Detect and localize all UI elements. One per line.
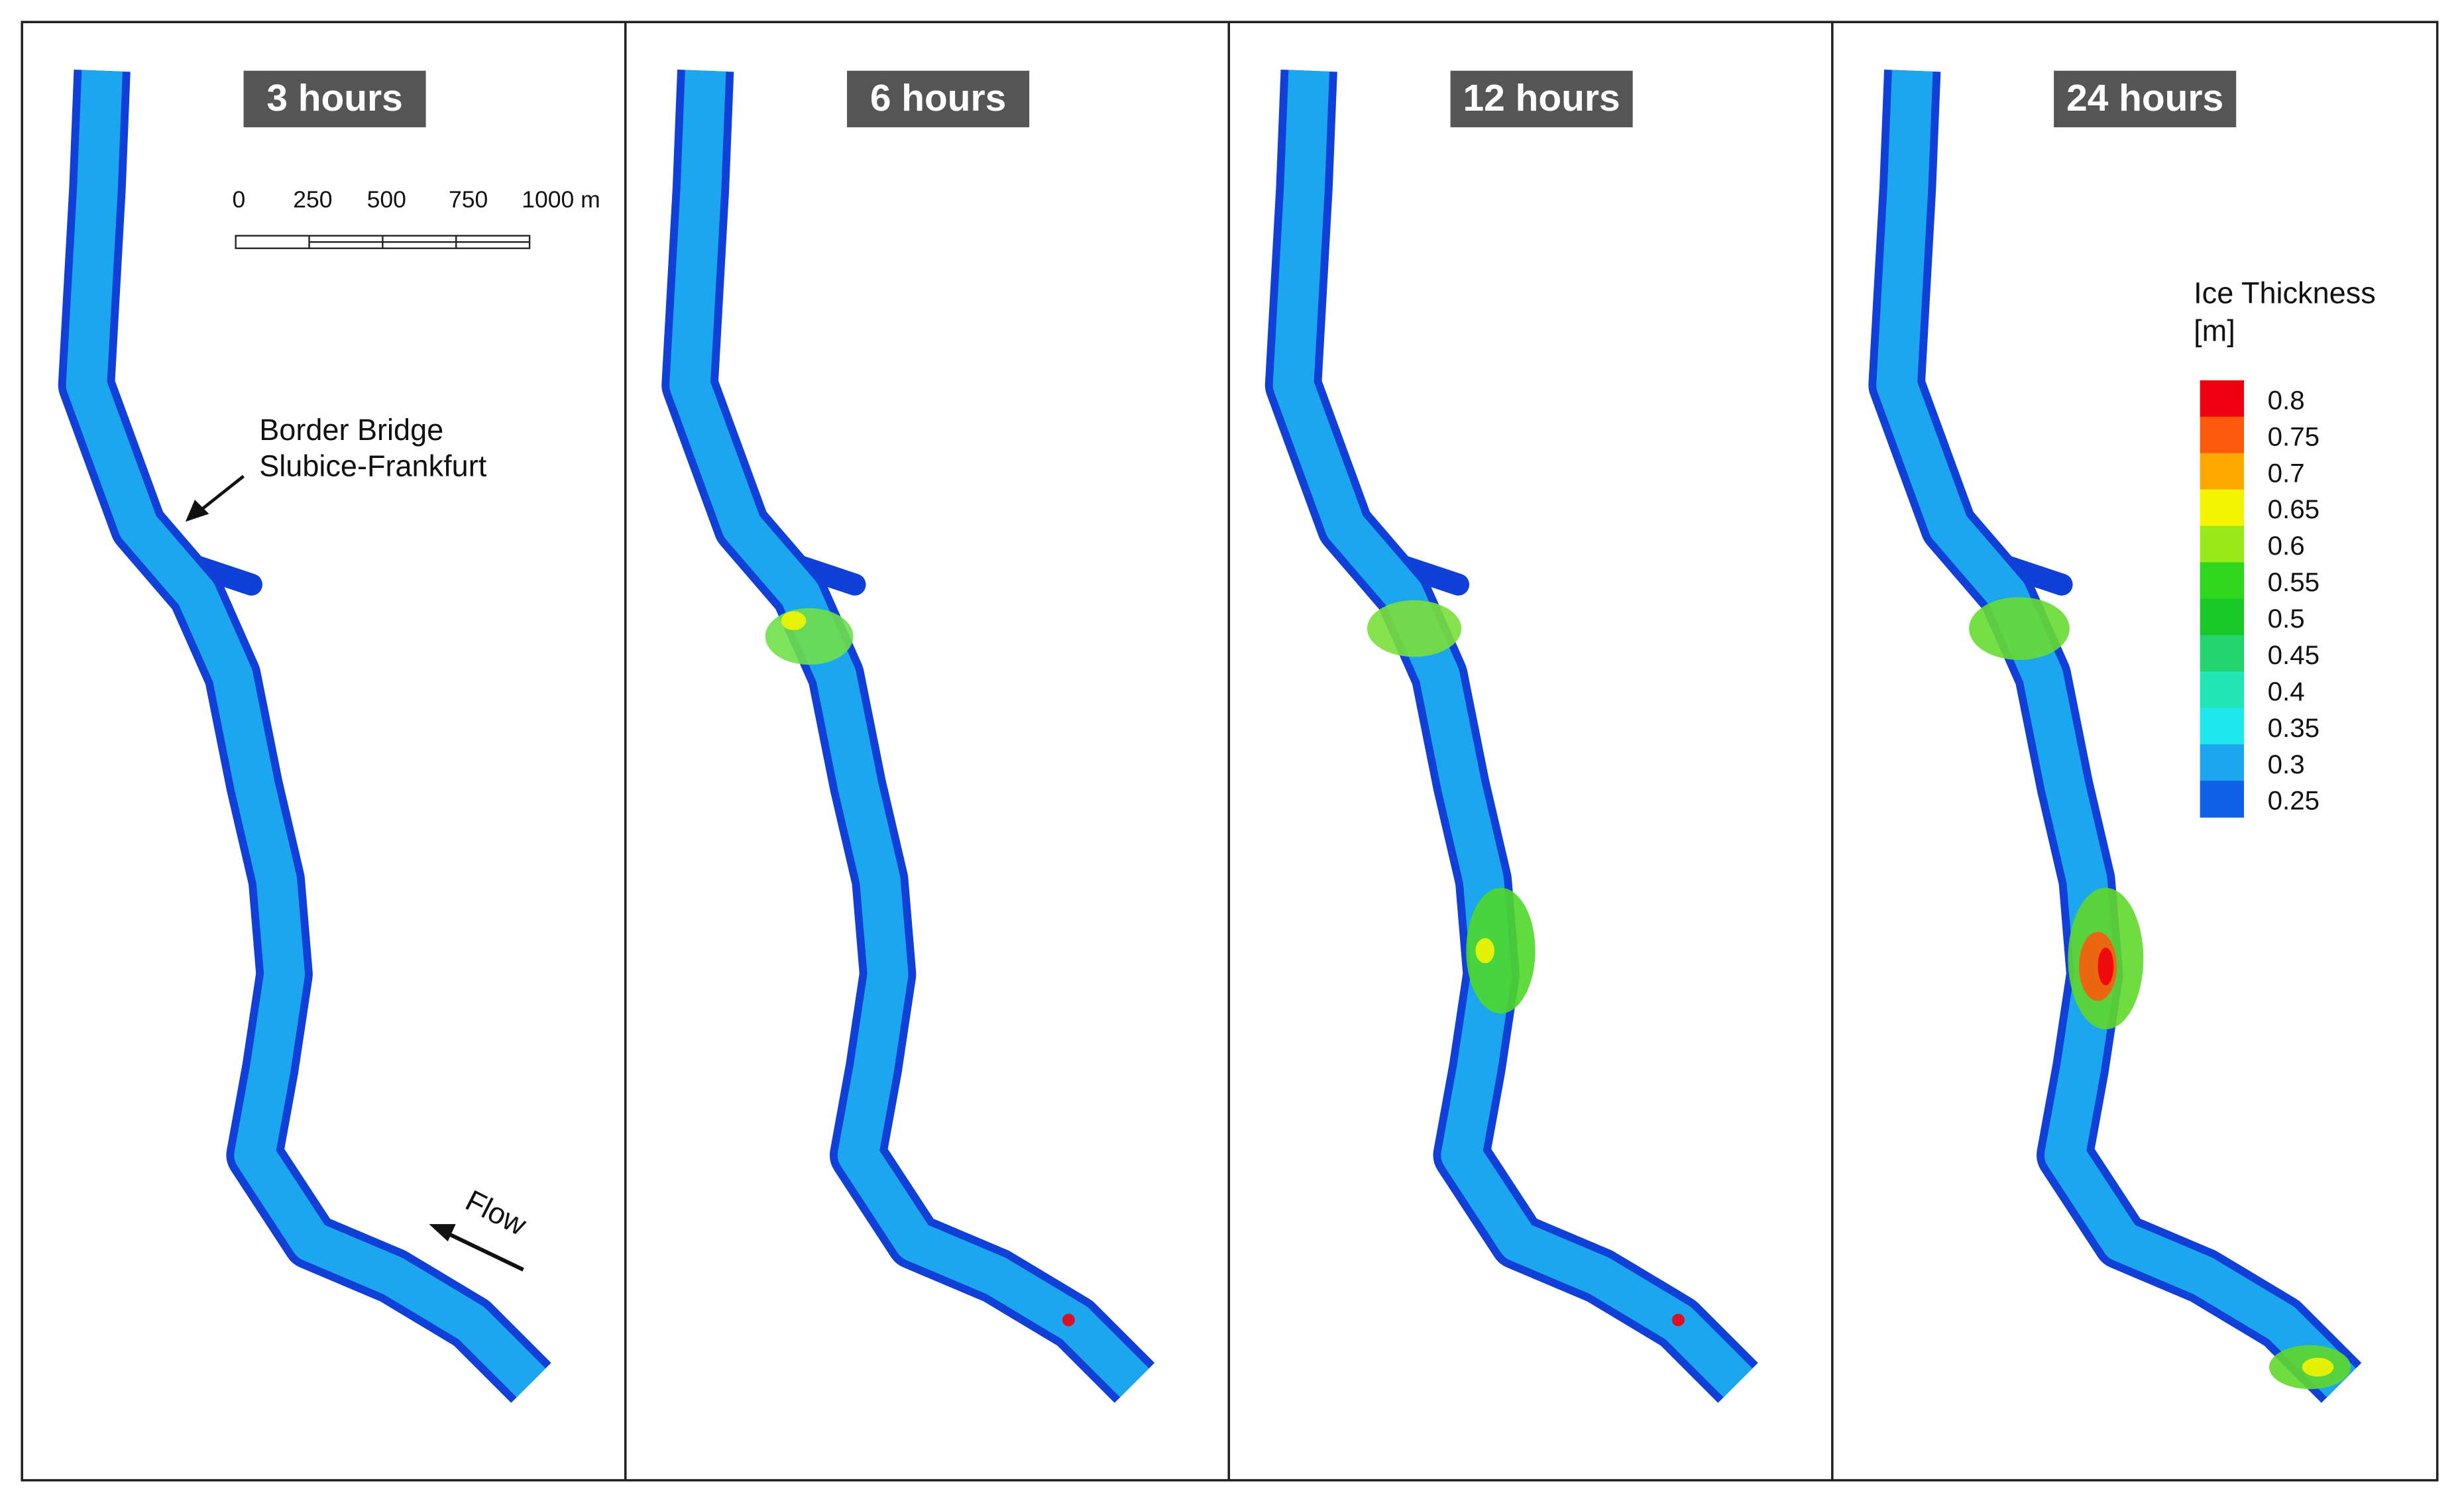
river-edge (1264, 70, 1758, 1403)
ice-hotspot (1969, 597, 2070, 660)
legend-label: 0.75 (2268, 421, 2320, 451)
river-edge (661, 70, 1155, 1403)
panel-title: 3 hours (266, 77, 402, 119)
scale-label: 0 (233, 186, 246, 213)
legend-label: 0.65 (2268, 494, 2320, 524)
panel-title-box (1450, 70, 1633, 128)
ice-hotspot (2302, 1357, 2334, 1377)
river-edge (58, 70, 551, 1403)
panel-title-box (847, 70, 1030, 128)
scale-label: 500 (367, 186, 406, 213)
ice-hotspot (765, 608, 854, 665)
legend-swatch (2200, 598, 2245, 636)
scale-label: 250 (293, 186, 332, 213)
legend-label: 0.55 (2268, 567, 2320, 597)
legend-swatch (2200, 416, 2245, 454)
panel-title: 12 hours (1463, 77, 1620, 119)
legend-label: 0.4 (2268, 677, 2305, 706)
river-ice (66, 70, 546, 1398)
ice-hotspot (1475, 938, 1494, 964)
bridge-label: Slubice-Frankfurt (259, 449, 486, 483)
legend-label: 0.5 (2268, 604, 2305, 634)
river-ice (669, 70, 1149, 1398)
ice-hotspot (1466, 887, 1536, 1014)
ice-hotspot (2098, 947, 2114, 985)
flow-arrow (443, 1230, 524, 1272)
legend-title: Ice Thickness (2194, 276, 2376, 310)
legend-label: 0.35 (2268, 713, 2320, 743)
legend-label: 0.45 (2268, 640, 2320, 670)
legend-swatch (2200, 671, 2245, 708)
legend-swatch (2200, 708, 2245, 745)
bridge-arrowhead (185, 500, 209, 522)
ice-hotspot (1367, 600, 1462, 657)
legend-swatch (2200, 526, 2245, 563)
legend-swatch (2200, 781, 2245, 818)
scale-label: 1000 m (522, 186, 600, 213)
ice-hotspot (781, 611, 807, 630)
legend-label: 0.8 (2268, 385, 2305, 415)
ice-hotspot (1062, 1313, 1075, 1327)
legend-label: 0.3 (2268, 750, 2305, 779)
legend-label: 0.6 (2268, 531, 2305, 561)
legend-swatch (2200, 744, 2245, 781)
panel-title: 24 hours (2066, 77, 2223, 119)
legend-label: 0.7 (2268, 458, 2305, 488)
flow-arrowhead (429, 1224, 456, 1242)
river-ice (1272, 70, 1753, 1398)
legend-label: 0.25 (2268, 786, 2320, 816)
panel-title: 6 hours (870, 77, 1006, 119)
panel-title-box (243, 70, 426, 128)
bridge-label: Border Bridge (259, 413, 443, 447)
river-ice (1876, 70, 2356, 1398)
legend-swatch (2200, 635, 2245, 673)
scale-label: 750 (449, 186, 488, 213)
bridge-arrow (197, 474, 245, 514)
panel-title-box (2054, 70, 2237, 128)
legend-swatch (2200, 380, 2245, 418)
legend-swatch (2200, 562, 2245, 600)
flow-label: Flow (461, 1183, 532, 1242)
ice-hotspot (1671, 1313, 1685, 1327)
legend-swatch (2200, 453, 2245, 490)
legend-swatch (2200, 489, 2245, 527)
legend-title: [m] (2194, 314, 2235, 348)
